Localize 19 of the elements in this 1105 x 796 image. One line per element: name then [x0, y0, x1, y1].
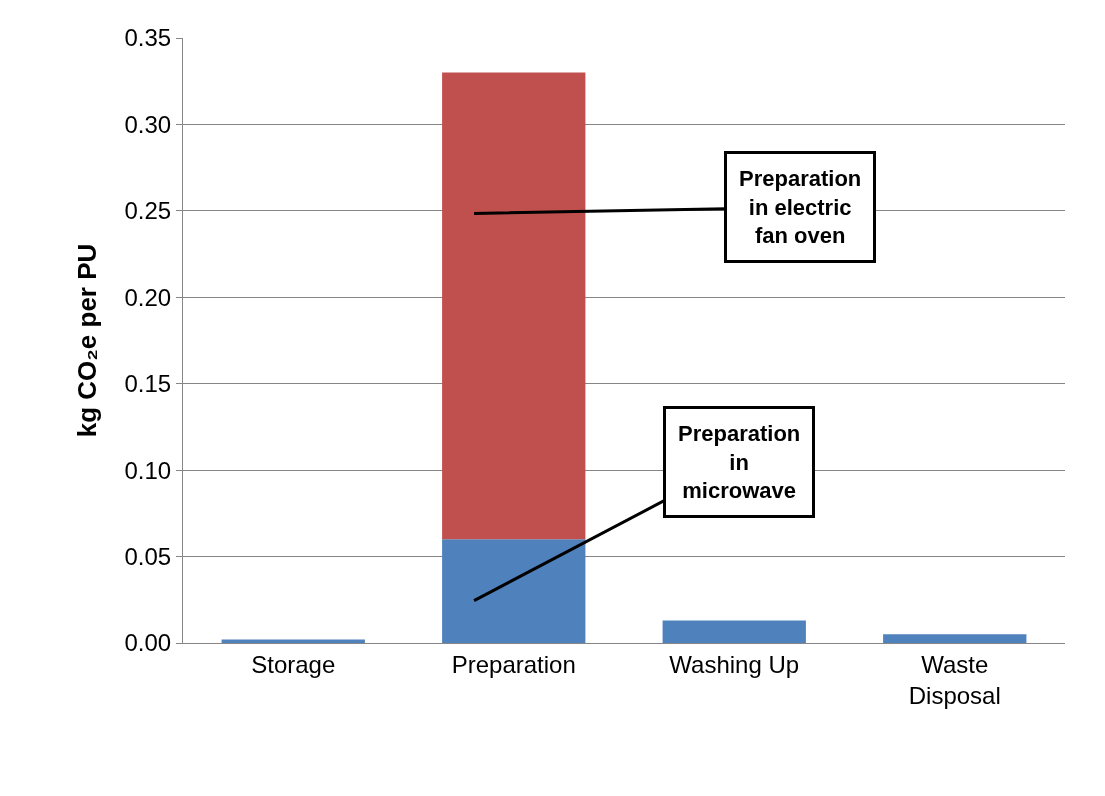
y-tick-label: 0.05 — [124, 542, 172, 570]
y-tick-label: 0.35 — [124, 24, 172, 52]
x-tick-label: Preparation — [451, 650, 576, 678]
x-tick-label: Washing Up — [669, 650, 800, 678]
y-axis-title: kg CO₂e per PU — [71, 243, 102, 438]
bar — [442, 539, 586, 643]
x-tick-label: Storage — [251, 650, 336, 678]
annotation: Preparation in microwave — [678, 421, 801, 504]
y-tick-label: 0.30 — [124, 110, 172, 138]
bar — [883, 634, 1027, 643]
y-tick-label: 0.10 — [124, 456, 172, 484]
bar — [442, 72, 586, 540]
y-tick-label: 0.20 — [124, 283, 172, 311]
annotation: Preparation in electric fan oven — [739, 166, 862, 249]
bar — [662, 620, 806, 643]
y-tick-label: 0.25 — [124, 197, 172, 225]
x-tick-label: Waste Disposal — [908, 650, 1001, 709]
y-tick-label: 0.00 — [124, 629, 172, 657]
y-tick-label: 0.15 — [124, 370, 172, 398]
